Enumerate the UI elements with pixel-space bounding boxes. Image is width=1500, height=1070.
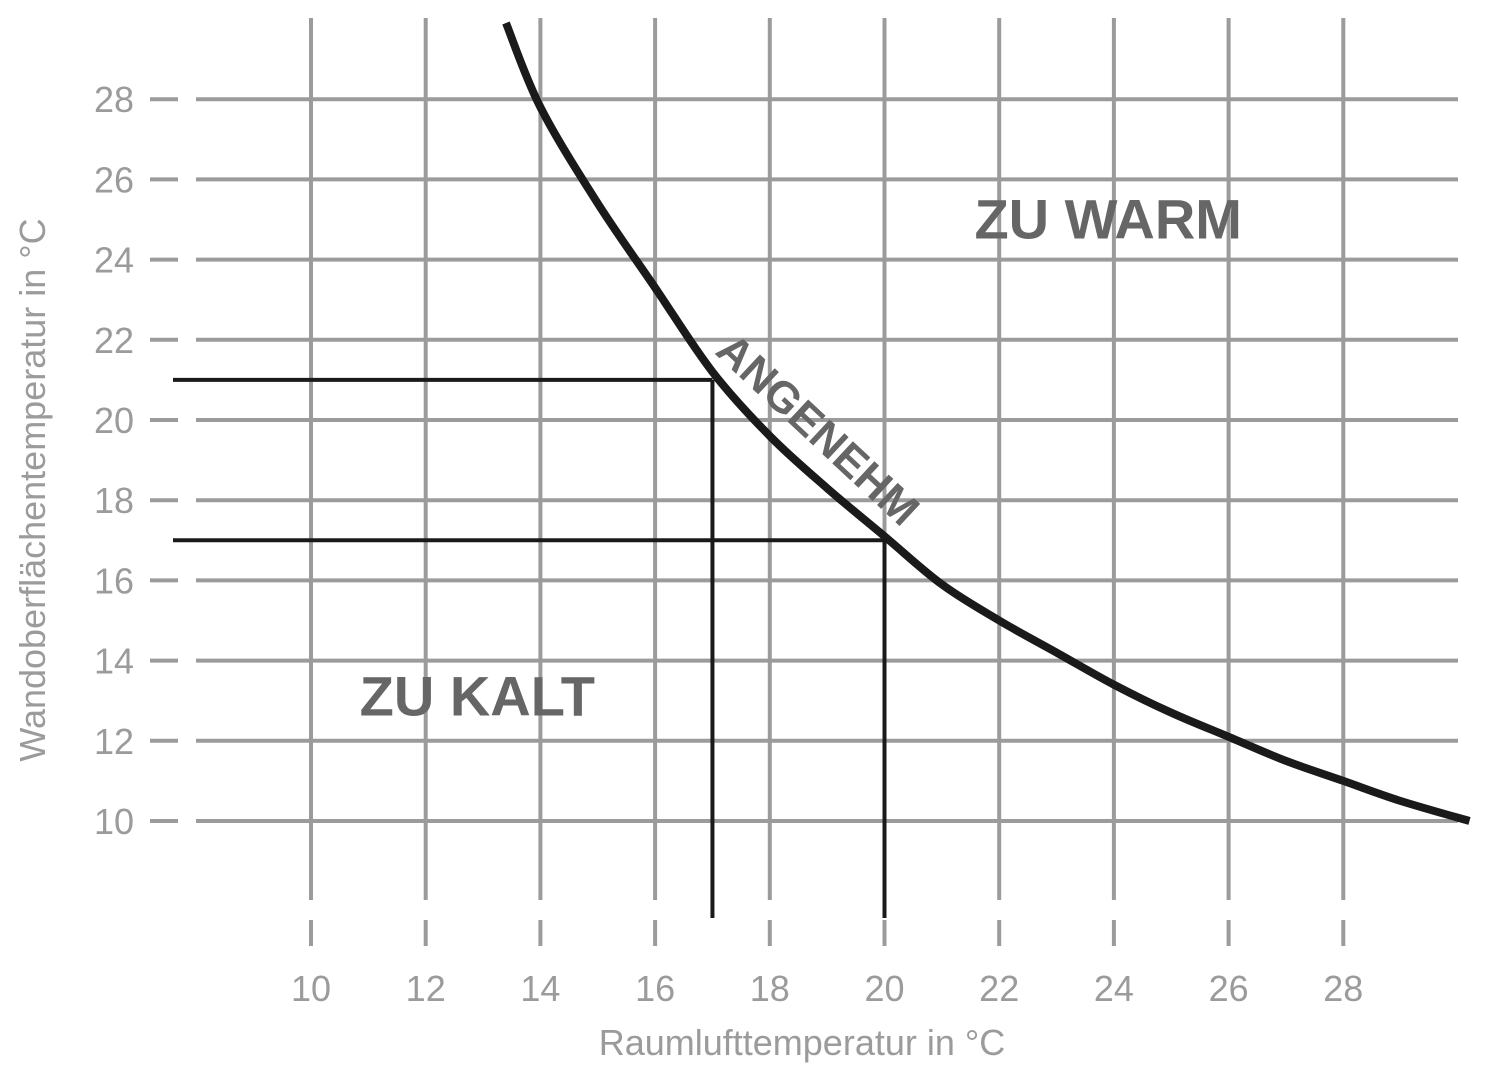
y-tick-labels: 10 12 14 16 18 20 22 24 26 28	[94, 79, 134, 842]
region-label-comfortable: ANGENEHM	[707, 324, 928, 535]
x-tick-label: 10	[291, 968, 331, 1009]
y-tick-label: 10	[94, 801, 134, 842]
x-axis-label: Raumlufttemperatur in °C	[599, 1022, 1006, 1063]
x-tick-label: 20	[864, 968, 904, 1009]
axis-ticks	[150, 97, 1346, 946]
region-labels: ZU WARM ANGENEHM ZU KALT	[360, 187, 1242, 727]
region-label-too-cold: ZU KALT	[360, 664, 595, 727]
y-tick-label: 28	[94, 79, 134, 120]
y-tick-label: 18	[94, 480, 134, 521]
x-tick-label: 28	[1323, 968, 1363, 1009]
y-tick-label: 26	[94, 159, 134, 200]
y-tick-label: 12	[94, 721, 134, 762]
x-tick-label: 12	[406, 968, 446, 1009]
y-tick-label: 16	[94, 560, 134, 601]
reference-lines	[173, 377, 887, 918]
y-axis-label: Wandoberflächentemperatur in °C	[12, 218, 53, 761]
x-tick-labels: 10 12 14 16 18 20 22 24 26 28	[291, 968, 1363, 1009]
x-tick-label: 22	[979, 968, 1019, 1009]
y-tick-label: 14	[94, 641, 134, 682]
y-tick-label: 24	[94, 240, 134, 281]
x-tick-label: 16	[635, 968, 675, 1009]
x-tick-label: 14	[520, 968, 560, 1009]
y-tick-label: 22	[94, 320, 134, 361]
x-tick-label: 18	[750, 968, 790, 1009]
comfort-curve	[502, 21, 1471, 825]
region-label-too-warm: ZU WARM	[974, 187, 1242, 250]
y-tick-label: 20	[94, 400, 134, 441]
x-tick-label: 24	[1094, 968, 1134, 1009]
grid	[196, 18, 1458, 900]
x-tick-label: 26	[1209, 968, 1249, 1009]
